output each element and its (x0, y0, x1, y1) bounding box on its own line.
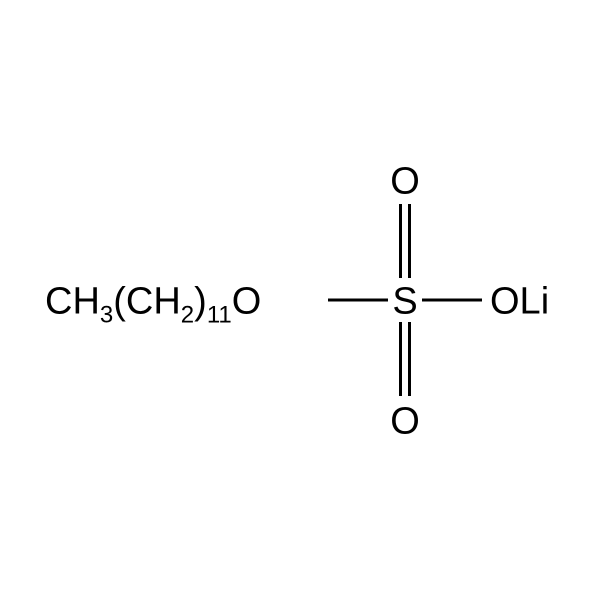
formula-text: (CH (113, 280, 181, 322)
oxygen-top-atom: O (390, 160, 420, 202)
subscript: 11 (207, 301, 232, 328)
oli-group-label: OLi (490, 280, 549, 322)
subscript: 2 (181, 301, 194, 328)
subscript: 3 (100, 301, 113, 328)
formula-text: O (232, 280, 262, 322)
alkyl-chain-label: CH3(CH2)11O (45, 280, 261, 328)
oxygen-bottom-atom: O (390, 400, 420, 442)
formula-text: ) (194, 280, 207, 322)
formula-text: CH (45, 280, 100, 322)
sulfur-atom: S (392, 280, 417, 322)
chemical-structure: CH3(CH2)11O S O O OLi (0, 0, 600, 600)
